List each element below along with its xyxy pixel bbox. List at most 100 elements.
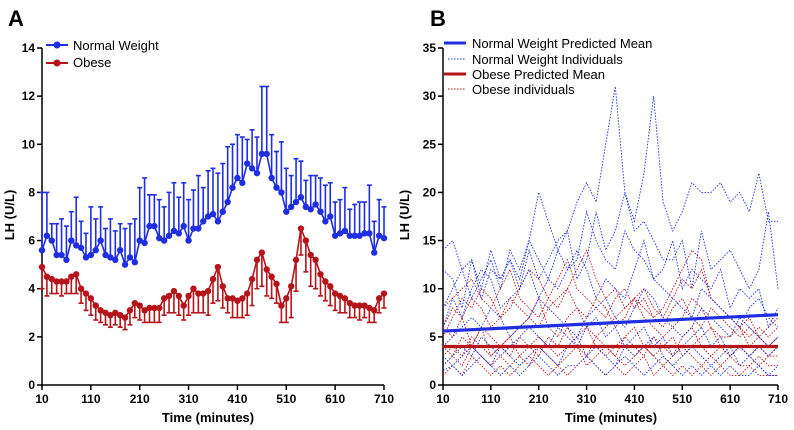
obese-data-point <box>356 302 363 309</box>
normal-weight-data-point <box>204 213 212 220</box>
obese-data-point <box>258 249 266 256</box>
obese-data-point <box>239 295 246 302</box>
obese-individual-line <box>442 287 779 348</box>
normal-weight-data-point <box>331 232 339 239</box>
panel-a-y-tick-label: 6 <box>28 234 35 248</box>
obese-data-point <box>219 283 226 290</box>
normal-weight-data-point <box>253 169 261 177</box>
obese-data-point <box>380 290 388 297</box>
panel-b-x-tick-label: 10 <box>436 392 450 406</box>
panel-a-x-tick-label: 210 <box>130 392 150 406</box>
panel-a-y-tick-label: 8 <box>28 185 35 199</box>
normal-weight-data-point <box>327 213 334 220</box>
normal-weight-data-point <box>102 251 109 259</box>
obese-data-point <box>58 278 65 285</box>
obese-data-point <box>165 292 173 300</box>
obese-data-point <box>92 302 99 309</box>
normal-weight-data-point <box>53 251 60 259</box>
normal-weight-data-point <box>156 234 163 242</box>
obese-data-point <box>375 295 383 302</box>
legend-normal-weight-marker <box>53 41 61 49</box>
normal-weight-data-point <box>38 247 46 254</box>
normal-weight-data-point <box>141 239 148 247</box>
panel-b-x-tick-label: 510 <box>672 392 692 406</box>
obese-data-point <box>97 307 104 314</box>
panel-b-y-tick-label: 20 <box>423 185 437 199</box>
normal-weight-data-point <box>219 208 226 215</box>
panel-b-y-tick-label: 25 <box>423 137 437 151</box>
normal-weight-data-point <box>341 227 349 235</box>
panel-b-label: B <box>430 6 446 31</box>
obese-individual-line <box>442 249 779 338</box>
obese-data-point <box>43 273 51 280</box>
obese-data-point <box>121 314 129 321</box>
obese-data-point <box>361 302 368 309</box>
obese-data-point <box>126 307 134 314</box>
legend-normal-weight-label: Normal Weight <box>73 38 159 53</box>
normal-weight-data-point <box>131 259 139 266</box>
panel-a-x-tick-label: 610 <box>325 392 345 406</box>
normal-weight-data-point <box>322 218 329 225</box>
obese-data-point <box>73 271 80 278</box>
normal-weight-data-point <box>356 232 363 239</box>
obese-data-point <box>48 275 55 283</box>
panel-b-x-tick-label: 210 <box>529 392 549 406</box>
normal-weight-data-point <box>160 237 168 244</box>
panel-a-y-tick-label: 2 <box>28 330 35 344</box>
obese-data-point <box>53 278 60 285</box>
normal-weight-data-point <box>195 225 202 232</box>
normal-weight-data-point <box>371 249 378 256</box>
normal-weight-data-point <box>48 237 55 244</box>
obese-data-point <box>156 304 163 312</box>
panel-a-x-tick-label: 10 <box>35 392 49 406</box>
normal-weight-data-point <box>190 225 197 232</box>
normal-weight-data-point <box>151 222 158 230</box>
obese-data-point <box>136 302 143 309</box>
normal-weight-data-point <box>346 232 353 239</box>
normal-weight-individual-line <box>442 287 779 348</box>
panel-a-legend: Normal Weight Obese <box>46 38 159 70</box>
obese-data-point <box>63 278 70 285</box>
normal-weight-data-point <box>209 210 217 218</box>
normal-weight-data-point <box>224 198 231 206</box>
normal-weight-data-point <box>175 230 182 237</box>
panel-a-x-tick-label: 410 <box>227 392 247 406</box>
normal-weight-data-point <box>92 247 99 254</box>
normal-weight-data-point <box>180 222 187 230</box>
panel-b-x-tick-label: 310 <box>577 392 597 406</box>
normal-weight-data-point <box>170 227 178 235</box>
normal-weight-data-point <box>82 254 90 261</box>
obese-data-point <box>346 299 353 307</box>
obese-data-point <box>229 295 236 302</box>
panel-a-y-tick-label: 0 <box>28 378 35 392</box>
obese-data-point <box>327 283 334 290</box>
normal-weight-data-point <box>380 234 388 242</box>
panel-b-x-axis-label: Time (minutes) <box>565 410 657 425</box>
normal-weight-data-point <box>278 189 285 196</box>
obese-data-point <box>200 290 207 297</box>
panel-a-x-axis-label: Time (minutes) <box>162 410 254 425</box>
legend-obese-predicted-mean-label: Obese Predicted Mean <box>472 67 605 82</box>
obese-data-point <box>102 309 109 316</box>
panel-b-y-tick-label: 10 <box>423 282 437 296</box>
obese-data-point <box>336 292 344 300</box>
normal-weight-data-point <box>63 256 70 264</box>
panel-a-x-tick-label: 110 <box>81 392 101 406</box>
normal-weight-data-point <box>336 230 344 237</box>
obese-data-point <box>68 273 75 280</box>
normal-weight-data-point <box>263 150 270 158</box>
panel-a-x-tick-label: 510 <box>276 392 296 406</box>
normal-weight-data-point <box>200 218 207 225</box>
normal-weight-predicted-mean-line <box>442 313 779 333</box>
obese-data-point <box>371 307 378 314</box>
normal-weight-data-point <box>351 232 358 239</box>
panel-b-x-tick-label: 410 <box>624 392 644 406</box>
obese-data-point <box>322 278 329 285</box>
normal-weight-data-point <box>234 174 241 182</box>
obese-data-point <box>263 266 270 273</box>
obese-data-point <box>82 290 90 297</box>
legend-obese-individuals-label: Obese individuals <box>472 82 575 97</box>
panel-a-label: A <box>8 6 24 31</box>
